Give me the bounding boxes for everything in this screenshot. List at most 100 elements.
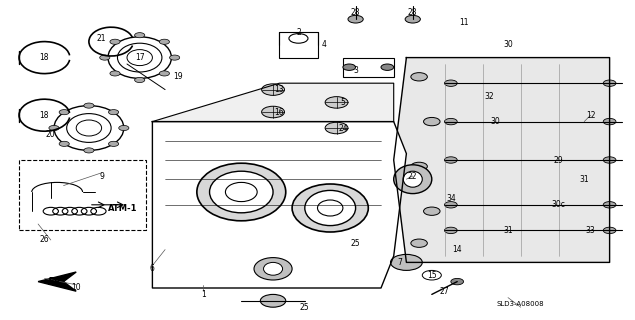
Circle shape bbox=[603, 202, 616, 208]
Circle shape bbox=[119, 125, 129, 131]
Circle shape bbox=[451, 278, 464, 285]
Bar bbox=[343, 58, 394, 77]
Text: 3: 3 bbox=[353, 66, 358, 75]
Ellipse shape bbox=[292, 184, 368, 232]
Text: 10: 10 bbox=[71, 284, 81, 292]
Circle shape bbox=[424, 117, 440, 126]
Text: 14: 14 bbox=[452, 245, 462, 254]
Polygon shape bbox=[38, 272, 76, 291]
Text: 7: 7 bbox=[398, 258, 403, 267]
Circle shape bbox=[159, 39, 170, 44]
Circle shape bbox=[444, 227, 457, 234]
Circle shape bbox=[411, 162, 427, 171]
Text: 32: 32 bbox=[484, 92, 494, 100]
Circle shape bbox=[405, 15, 420, 23]
Circle shape bbox=[59, 110, 69, 115]
Circle shape bbox=[343, 64, 356, 70]
Text: 13: 13 bbox=[274, 85, 284, 94]
Ellipse shape bbox=[197, 163, 286, 221]
Text: 22: 22 bbox=[408, 172, 417, 180]
Text: 31: 31 bbox=[579, 175, 589, 184]
Circle shape bbox=[100, 55, 110, 60]
Circle shape bbox=[262, 84, 284, 95]
Circle shape bbox=[444, 80, 457, 86]
Text: 4: 4 bbox=[321, 40, 326, 49]
Polygon shape bbox=[152, 122, 406, 288]
Text: 28: 28 bbox=[408, 8, 417, 17]
Text: 18: 18 bbox=[40, 111, 49, 120]
Circle shape bbox=[109, 110, 119, 115]
Circle shape bbox=[444, 118, 457, 125]
Ellipse shape bbox=[54, 106, 124, 150]
Circle shape bbox=[391, 254, 422, 270]
Ellipse shape bbox=[108, 37, 171, 78]
Circle shape bbox=[603, 227, 616, 234]
Circle shape bbox=[603, 157, 616, 163]
Ellipse shape bbox=[254, 258, 292, 280]
Text: 17: 17 bbox=[135, 53, 145, 62]
Text: 19: 19 bbox=[173, 72, 183, 81]
Text: 25: 25 bbox=[351, 239, 361, 248]
Text: 26: 26 bbox=[39, 236, 50, 244]
Ellipse shape bbox=[210, 171, 273, 213]
Text: FR.: FR. bbox=[48, 276, 66, 287]
Text: 25: 25 bbox=[300, 303, 310, 312]
Circle shape bbox=[135, 77, 145, 83]
Circle shape bbox=[49, 125, 59, 131]
Circle shape bbox=[59, 141, 69, 146]
Circle shape bbox=[110, 39, 120, 44]
Text: ATM-1: ATM-1 bbox=[108, 204, 137, 212]
Text: 12: 12 bbox=[586, 111, 595, 120]
Circle shape bbox=[381, 64, 394, 70]
Text: SLD3-A08008: SLD3-A08008 bbox=[497, 301, 544, 307]
Text: 20: 20 bbox=[46, 130, 56, 139]
Text: 31: 31 bbox=[503, 226, 513, 235]
Circle shape bbox=[348, 15, 363, 23]
Circle shape bbox=[110, 71, 120, 76]
Circle shape bbox=[603, 118, 616, 125]
Bar bbox=[279, 32, 318, 58]
Text: 1: 1 bbox=[201, 290, 206, 299]
Text: 6: 6 bbox=[150, 264, 155, 273]
Text: 11: 11 bbox=[459, 18, 468, 27]
Circle shape bbox=[262, 106, 284, 118]
Polygon shape bbox=[394, 58, 610, 262]
Bar bbox=[19, 160, 146, 230]
Circle shape bbox=[84, 148, 94, 153]
Circle shape bbox=[603, 80, 616, 86]
Text: 21: 21 bbox=[97, 34, 106, 43]
Ellipse shape bbox=[264, 262, 283, 275]
Text: 28: 28 bbox=[351, 8, 360, 17]
Text: 2: 2 bbox=[296, 28, 301, 36]
Text: 33: 33 bbox=[585, 226, 596, 235]
Circle shape bbox=[444, 157, 457, 163]
Circle shape bbox=[424, 207, 440, 215]
Circle shape bbox=[159, 71, 170, 76]
Circle shape bbox=[325, 122, 348, 134]
Ellipse shape bbox=[394, 165, 432, 194]
Text: 5: 5 bbox=[340, 98, 345, 107]
Circle shape bbox=[170, 55, 180, 60]
Polygon shape bbox=[152, 83, 394, 122]
Circle shape bbox=[260, 294, 286, 307]
Text: 18: 18 bbox=[40, 53, 49, 62]
Text: 30: 30 bbox=[503, 40, 513, 49]
Circle shape bbox=[135, 33, 145, 38]
Text: 30c: 30c bbox=[552, 200, 566, 209]
Circle shape bbox=[444, 202, 457, 208]
Circle shape bbox=[325, 97, 348, 108]
Ellipse shape bbox=[305, 190, 356, 226]
Circle shape bbox=[411, 73, 427, 81]
Text: 34: 34 bbox=[446, 194, 456, 203]
Circle shape bbox=[109, 141, 119, 146]
Text: 27: 27 bbox=[439, 287, 450, 296]
Text: 24: 24 bbox=[338, 124, 348, 132]
Text: 16: 16 bbox=[274, 108, 284, 116]
Text: 29: 29 bbox=[554, 156, 564, 164]
Circle shape bbox=[84, 103, 94, 108]
Text: 9: 9 bbox=[99, 172, 104, 180]
Ellipse shape bbox=[403, 171, 422, 187]
Text: 15: 15 bbox=[427, 271, 437, 280]
Circle shape bbox=[411, 239, 427, 247]
Text: 30: 30 bbox=[490, 117, 500, 126]
